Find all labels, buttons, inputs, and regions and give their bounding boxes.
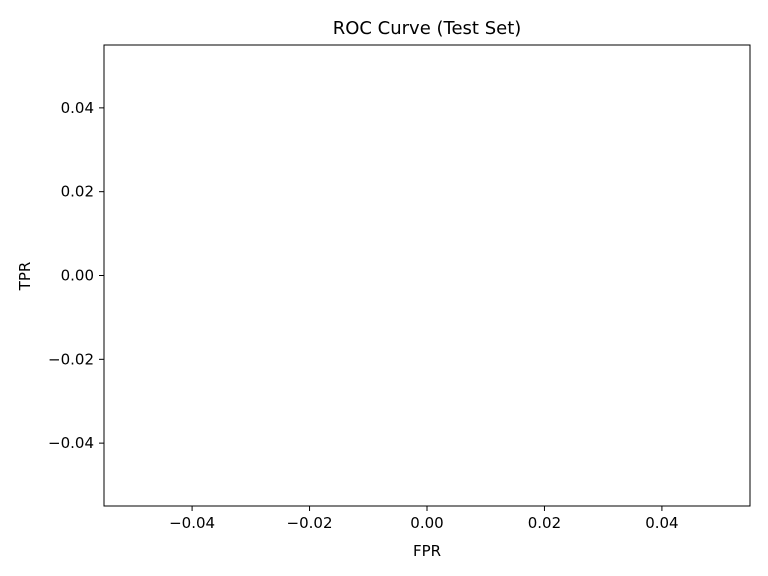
chart-title: ROC Curve (Test Set) [333, 18, 522, 39]
x-tick-label: 0.02 [528, 514, 561, 532]
x-tick-label: 0.04 [645, 514, 678, 532]
x-axis-label: FPR [413, 542, 441, 560]
y-tick-label: 0.04 [61, 99, 94, 117]
y-tick-label: −0.04 [48, 434, 94, 452]
y-axis-label: TPR [16, 262, 34, 292]
y-axis-ticks: −0.04 −0.02 0.00 0.02 0.04 [48, 99, 104, 452]
y-tick-label: 0.00 [61, 267, 94, 285]
y-tick-label: −0.02 [48, 350, 94, 368]
x-tick-label: −0.02 [287, 514, 333, 532]
plot-area [103, 44, 751, 507]
x-axis-ticks: −0.04 −0.02 0.00 0.02 0.04 [169, 506, 679, 532]
x-tick-label: −0.04 [169, 514, 215, 532]
y-tick-label: 0.02 [61, 183, 94, 201]
x-tick-label: 0.00 [410, 514, 443, 532]
